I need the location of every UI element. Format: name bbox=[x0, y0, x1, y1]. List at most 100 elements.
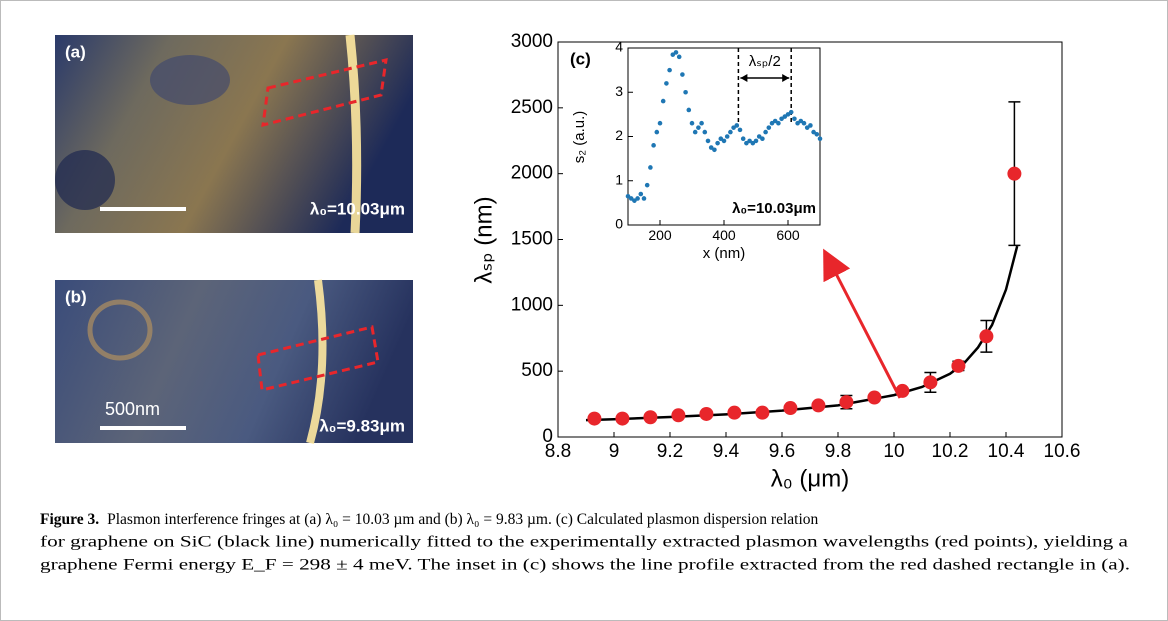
data-point bbox=[724, 134, 730, 139]
data-point bbox=[615, 411, 630, 426]
image-feature bbox=[55, 150, 115, 210]
data-point bbox=[699, 120, 704, 126]
period-label: λₛₚ/2 bbox=[749, 53, 781, 70]
data-point bbox=[779, 116, 784, 122]
data-point bbox=[683, 89, 688, 95]
data-point bbox=[740, 136, 746, 142]
data-point bbox=[702, 129, 708, 135]
scale-bar-label: 500nm bbox=[105, 399, 160, 419]
y-tick-label: 1500 bbox=[511, 229, 553, 250]
y-tick-label: 2 bbox=[615, 127, 623, 143]
data-point bbox=[755, 405, 770, 420]
y-tick-label: 1000 bbox=[511, 294, 553, 315]
data-point bbox=[766, 125, 772, 130]
arrow bbox=[823, 248, 902, 399]
scale-bar bbox=[100, 426, 186, 430]
x-tick-label: 600 bbox=[776, 227, 800, 243]
data-point bbox=[753, 138, 759, 144]
y-tick-label: 1 bbox=[615, 171, 623, 187]
panel-a: (a) λ₀=10.03μm bbox=[55, 34, 413, 234]
data-point bbox=[801, 120, 807, 126]
data-point bbox=[671, 408, 686, 423]
data-point bbox=[811, 129, 816, 135]
panel-label: (b) bbox=[65, 287, 87, 306]
y-tick-label: 3 bbox=[615, 83, 623, 99]
image-edge bbox=[345, 34, 362, 234]
data-point bbox=[705, 138, 711, 144]
data-point bbox=[817, 136, 823, 142]
dashed-rectangle bbox=[261, 58, 388, 128]
data-point bbox=[625, 193, 631, 199]
data-point bbox=[638, 191, 644, 197]
data-point bbox=[712, 147, 717, 153]
inset-chart: 200 400 600 0 1 2 3 4 x (nm) s₂ (a.u.) λₛₚ/2 λ₀=10.… bbox=[571, 39, 823, 262]
data-point bbox=[657, 120, 663, 126]
y-tick-label: 500 bbox=[521, 360, 553, 381]
y-tick-label: 0 bbox=[615, 216, 623, 232]
data-point bbox=[651, 143, 656, 148]
caption-line: graphene Fermi energy E_F = 298 ± 4 meV.… bbox=[40, 557, 1130, 574]
data-point bbox=[727, 405, 742, 420]
x-tick-label: 8.8 bbox=[545, 441, 571, 462]
data-point bbox=[744, 140, 749, 146]
wavelength-label: λ₀=9.83μm bbox=[319, 416, 405, 435]
y-tick-label: 2000 bbox=[511, 163, 553, 184]
data-point bbox=[715, 140, 720, 146]
data-point bbox=[718, 136, 724, 142]
x-tick-label: 10.2 bbox=[932, 441, 969, 462]
data-point bbox=[632, 198, 637, 203]
x-tick-label: 400 bbox=[712, 227, 736, 243]
x-tick-label: 10 bbox=[883, 441, 904, 462]
x-tick-label: 9.2 bbox=[657, 441, 683, 462]
data-point bbox=[708, 145, 714, 150]
data-point bbox=[686, 107, 692, 113]
data-point bbox=[923, 375, 938, 390]
panel-b: (b) 500nm λ₀=9.83μm bbox=[55, 279, 413, 445]
x-tick-label: 9.8 bbox=[825, 441, 851, 462]
data-point bbox=[676, 54, 682, 60]
data-point bbox=[804, 125, 810, 130]
panel-label: (c) bbox=[570, 49, 591, 68]
data-point bbox=[776, 120, 781, 126]
data-point bbox=[660, 98, 666, 104]
x-axis-label: x (nm) bbox=[703, 245, 746, 262]
data-point bbox=[680, 72, 685, 77]
y-tick-label: 0 bbox=[542, 426, 553, 447]
data-point bbox=[667, 67, 672, 73]
data-point bbox=[811, 398, 826, 413]
x-tick-label: 9 bbox=[609, 441, 620, 462]
data-point bbox=[699, 406, 714, 421]
data-point bbox=[951, 358, 966, 373]
data-point bbox=[731, 125, 736, 130]
y-tick-label: 3000 bbox=[511, 31, 553, 52]
data-point bbox=[788, 109, 794, 115]
image-feature bbox=[87, 299, 153, 361]
data-point bbox=[785, 112, 791, 117]
x-tick-label: 200 bbox=[648, 227, 672, 243]
plot-area bbox=[627, 47, 821, 226]
y-axis-label: s₂ (a.u.) bbox=[571, 111, 588, 164]
data-point bbox=[839, 395, 854, 410]
x-tick-label: 10.6 bbox=[1044, 441, 1081, 462]
data-point bbox=[641, 196, 647, 201]
data-point bbox=[721, 138, 727, 144]
data-point bbox=[643, 410, 658, 425]
data-point bbox=[772, 118, 778, 124]
y-tick-label: 4 bbox=[615, 39, 623, 55]
caption-line: Figure 3. Plasmon interference fringes at… bbox=[40, 511, 819, 528]
data-point bbox=[808, 123, 813, 128]
data-point bbox=[689, 120, 695, 126]
data-point bbox=[670, 52, 676, 57]
data-point bbox=[696, 125, 701, 130]
data-point bbox=[734, 123, 740, 128]
caption-line: for graphene on SiC (black line) numeric… bbox=[40, 534, 1128, 551]
data-point bbox=[750, 140, 756, 146]
caption-label: Figure 3. bbox=[40, 511, 99, 528]
data-point bbox=[782, 114, 788, 119]
dashed-rectangle bbox=[256, 325, 380, 392]
image-feature bbox=[150, 55, 230, 105]
data-point bbox=[692, 129, 698, 135]
inset-annotation: λ₀=10.03μm bbox=[732, 200, 816, 217]
x-tick-label: 9.4 bbox=[713, 441, 740, 462]
